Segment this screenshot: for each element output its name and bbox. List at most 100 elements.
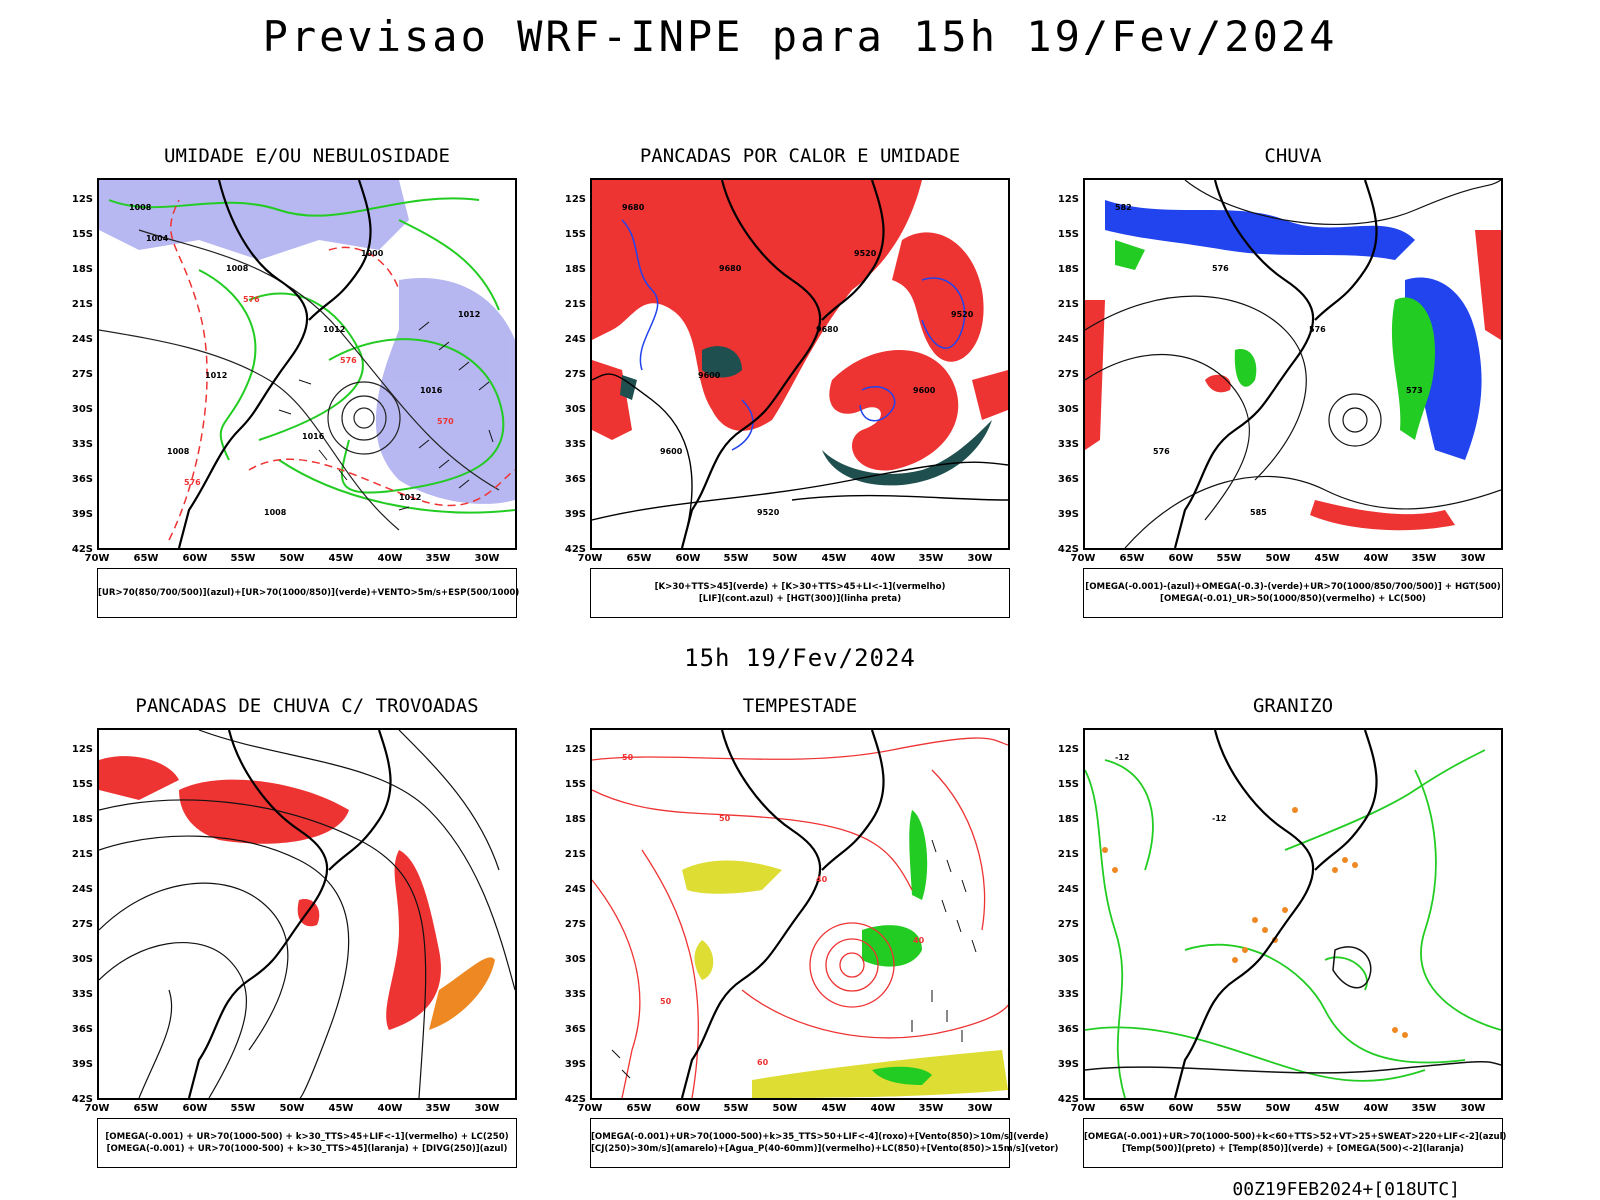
lat-tick-label: 21S bbox=[564, 299, 586, 310]
map-area: 1008 1008 1012 1016 1008 1008 1000 1012 1012 1016… bbox=[97, 178, 517, 550]
panel-title: PANCADAS DE CHUVA C/ TROVOADAS bbox=[135, 695, 479, 717]
contour-value-label: 9680 bbox=[622, 203, 645, 212]
lat-tick-label: 24S bbox=[564, 334, 586, 345]
wind-vectors bbox=[278, 321, 494, 511]
lat-tick-label: 18S bbox=[1057, 264, 1079, 275]
lon-tick-label: 45W bbox=[1314, 1103, 1340, 1114]
contour-value-label: 576 bbox=[1153, 447, 1170, 456]
lat-tick-label: 18S bbox=[71, 814, 93, 825]
lat-tick-label: 33S bbox=[1057, 989, 1079, 1000]
temp500-black-contours bbox=[1085, 946, 1501, 1074]
lat-tick-label: 27S bbox=[564, 369, 586, 380]
lat-tick-label: 15S bbox=[564, 229, 586, 240]
lat-tick-label: 36S bbox=[1057, 1024, 1079, 1035]
lat-tick-label: 42S bbox=[1057, 1094, 1079, 1105]
omega-green-area bbox=[1115, 240, 1435, 440]
thunderstorm-orange-area bbox=[429, 957, 495, 1030]
contour-value-label: 9600 bbox=[698, 371, 721, 380]
lat-tick-label: 27S bbox=[1057, 369, 1079, 380]
contour-value-label: 1004 bbox=[146, 234, 169, 243]
map-area bbox=[97, 728, 517, 1100]
lon-tick-label: 45W bbox=[328, 553, 354, 564]
wind850-vectors bbox=[611, 839, 977, 1079]
lon-tick-label: 50W bbox=[279, 1103, 305, 1114]
lat-tick-label: 21S bbox=[71, 849, 93, 860]
legend-line-2: [Temp(500)](preto) + [Temp(850)](verde) … bbox=[1122, 1144, 1464, 1154]
lon-tick-label: 65W bbox=[133, 553, 159, 564]
contour-value-label: 9680 bbox=[816, 325, 839, 334]
legend-box: [OMEGA(-0.001) + UR>70(1000-500) + k>30_… bbox=[97, 1118, 517, 1168]
lat-tick-label: 12S bbox=[71, 194, 93, 205]
contour-value-label: 1008 bbox=[264, 508, 287, 517]
lat-tick-label: 33S bbox=[564, 439, 586, 450]
contour-value-label: 576 bbox=[1212, 264, 1229, 273]
lat-tick-label: 21S bbox=[1057, 299, 1079, 310]
lon-tick-label: 55W bbox=[1216, 553, 1242, 564]
lat-tick-label: 27S bbox=[564, 919, 586, 930]
lon-tick-label: 35W bbox=[1411, 553, 1437, 564]
contour-value-label: 582 bbox=[1115, 203, 1132, 212]
lat-tick-label: 33S bbox=[71, 989, 93, 1000]
contour-value-label: 40 bbox=[913, 936, 925, 945]
lon-tick-label: 40W bbox=[870, 1103, 896, 1114]
lon-tick-label: 30W bbox=[1460, 1103, 1486, 1114]
lon-tick-label: 55W bbox=[723, 553, 749, 564]
lon-tick-label: 50W bbox=[279, 553, 305, 564]
lat-tick-label: 33S bbox=[71, 439, 93, 450]
contour-value-label: 9600 bbox=[660, 447, 683, 456]
hgt300-black-contours bbox=[592, 373, 1008, 548]
lon-tick-label: 60W bbox=[675, 553, 701, 564]
panel-title: GRANIZO bbox=[1252, 695, 1334, 717]
contour-value-label: 570 bbox=[437, 417, 454, 426]
lifted-index-blue-contours bbox=[621, 219, 966, 451]
middle-title: 15h 19/Fev/2024 bbox=[684, 644, 916, 672]
lat-tick-label: 24S bbox=[1057, 334, 1079, 345]
lon-tick-label: 50W bbox=[1265, 1103, 1291, 1114]
lon-tick-label: 45W bbox=[328, 1103, 354, 1114]
lc250-streamlines bbox=[99, 730, 515, 1098]
lat-tick-label: 39S bbox=[1057, 509, 1079, 520]
lon-tick-label: 60W bbox=[182, 1103, 208, 1114]
lat-tick-label: 42S bbox=[564, 1094, 586, 1105]
contour-value-label: 40 bbox=[816, 875, 828, 884]
panel-title: CHUVA bbox=[1264, 145, 1322, 167]
lat-tick-label: 27S bbox=[71, 369, 93, 380]
lon-tick-label: 40W bbox=[1363, 553, 1389, 564]
lon-tick-label: 35W bbox=[425, 1103, 451, 1114]
lon-tick-label: 30W bbox=[474, 553, 500, 564]
lon-tick-label: 65W bbox=[626, 553, 652, 564]
contour-value-label: 1016 bbox=[302, 432, 325, 441]
lon-tick-label: 30W bbox=[474, 1103, 500, 1114]
legend-line-1: [OMEGA(-0.001)+UR>70(1000-500)+k>35_TTS>… bbox=[591, 1132, 1049, 1142]
panel-title: PANCADAS POR CALOR E UMIDADE bbox=[639, 145, 961, 167]
lat-tick-label: 36S bbox=[564, 1024, 586, 1035]
lon-tick-label: 70W bbox=[577, 1103, 603, 1114]
contour-value-label: 1008 bbox=[129, 203, 152, 212]
contour-value-label: 60 bbox=[757, 1058, 769, 1067]
coastline bbox=[1173, 730, 1378, 1098]
legend-box: [OMEGA(-0.001)-(azul)+OMEGA(-0.3)-(verde… bbox=[1083, 568, 1503, 618]
lat-tick-label: 30S bbox=[564, 404, 586, 415]
contour-value-label: 1000 bbox=[361, 249, 384, 258]
lat-tick-label: 42S bbox=[564, 544, 586, 555]
contour-value-label: 1008 bbox=[226, 264, 249, 273]
lat-tick-label: 36S bbox=[71, 474, 93, 485]
lat-tick-label: 12S bbox=[1057, 194, 1079, 205]
wind850-green-area bbox=[862, 810, 932, 1085]
lon-tick-label: 60W bbox=[1168, 553, 1194, 564]
map-area: 582 576 576 573 576 585 bbox=[1083, 178, 1503, 550]
lon-tick-label: 60W bbox=[182, 553, 208, 564]
lon-tick-label: 50W bbox=[772, 553, 798, 564]
lat-tick-label: 30S bbox=[564, 954, 586, 965]
lat-tick-label: 30S bbox=[1057, 954, 1079, 965]
lon-tick-label: 35W bbox=[425, 553, 451, 564]
lat-tick-label: 42S bbox=[71, 544, 93, 555]
lon-tick-label: 70W bbox=[84, 553, 110, 564]
contour-value-label: 1012 bbox=[323, 325, 345, 334]
lat-tick-label: 30S bbox=[1057, 404, 1079, 415]
contour-value-label: 576 bbox=[184, 478, 201, 487]
contour-value-label: -12 bbox=[1115, 753, 1129, 762]
lat-tick-label: 24S bbox=[71, 334, 93, 345]
temp850-green-contours bbox=[1085, 749, 1501, 1098]
lat-tick-label: 15S bbox=[564, 779, 586, 790]
